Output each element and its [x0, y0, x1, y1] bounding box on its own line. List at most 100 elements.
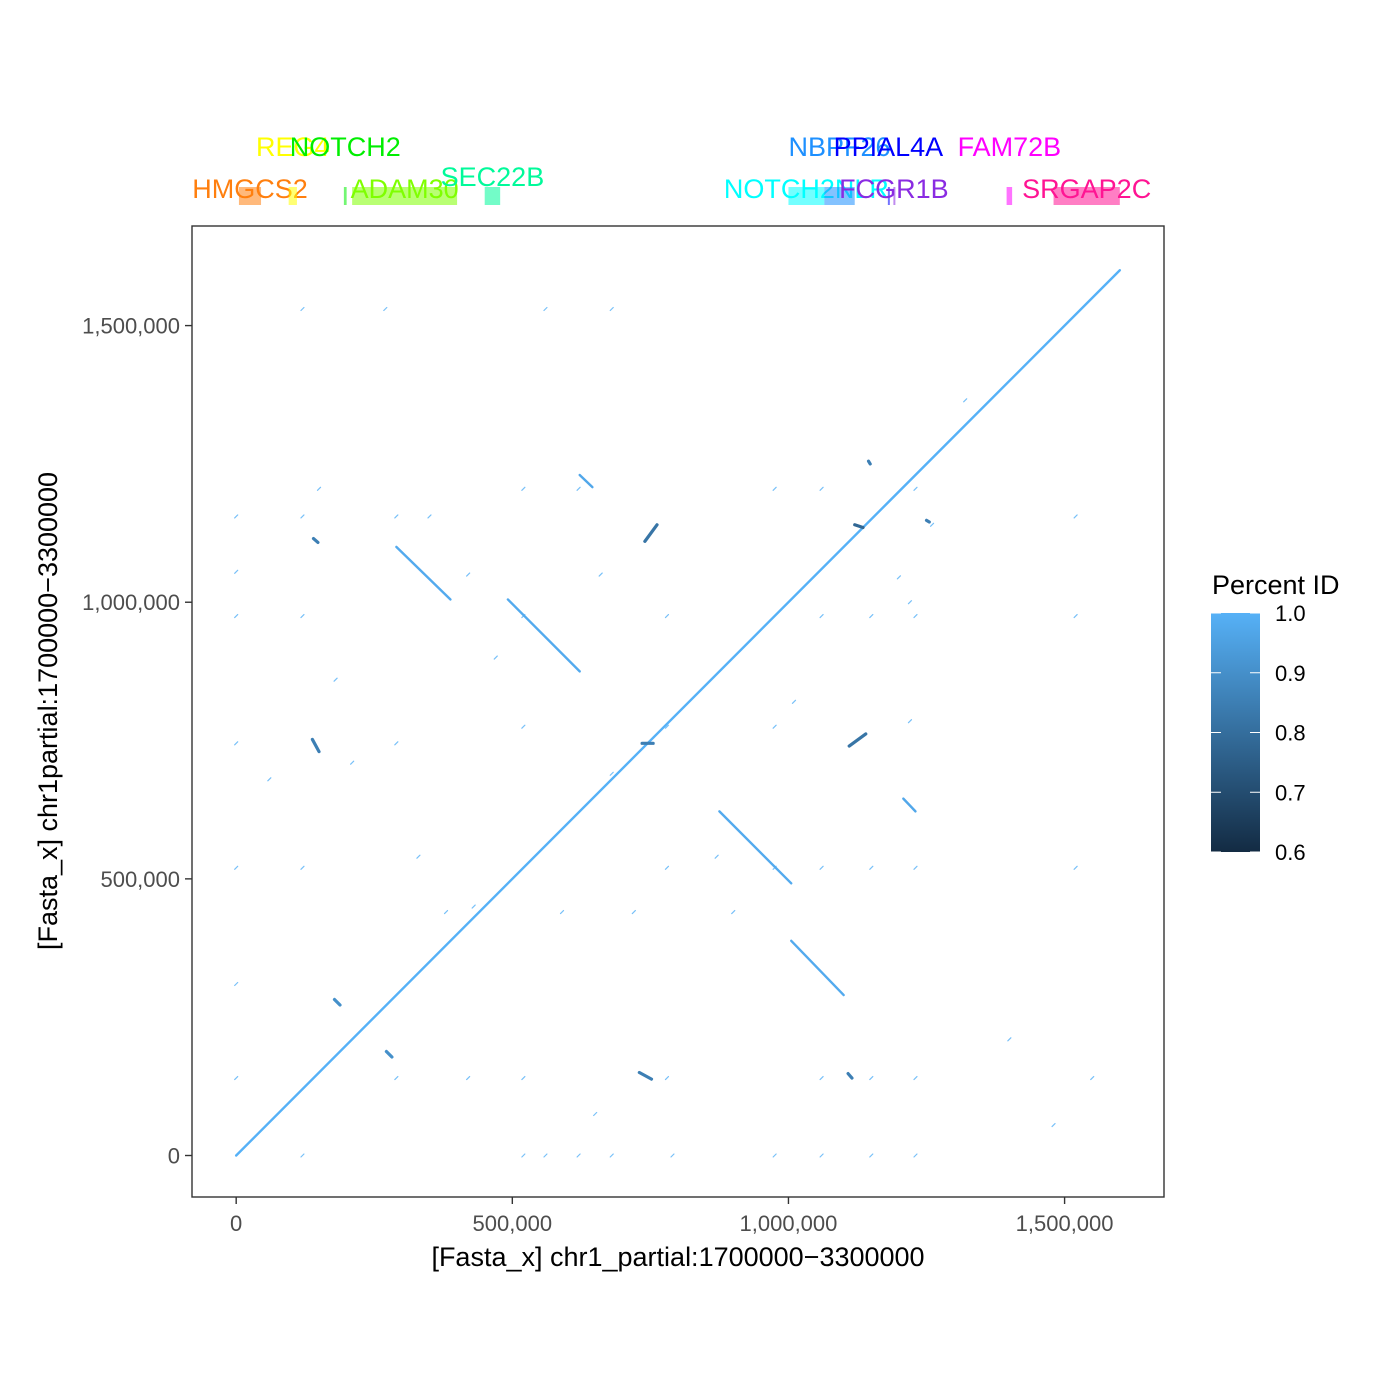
gene-label: FAM72B	[958, 132, 1062, 162]
gene-bar	[484, 187, 501, 205]
alignment-marks	[234, 269, 1122, 1158]
x-axis-title: [Fasta_x] chr1_partial:1700000−3300000	[431, 1242, 924, 1272]
alignment-dot	[907, 719, 913, 724]
alignment-dot	[791, 699, 797, 704]
alignment-dot	[234, 514, 239, 519]
alignment-dot	[1073, 514, 1078, 519]
alignment-dot	[1007, 1037, 1012, 1042]
alignment-dot	[521, 1075, 526, 1081]
alignment-dot	[670, 1153, 675, 1158]
alignment-segment	[790, 939, 845, 997]
alignment-dot	[471, 904, 476, 909]
alignment-dot	[772, 724, 777, 729]
legend-tick-label: 0.7	[1275, 780, 1306, 805]
alignment-dot	[559, 909, 565, 915]
alignment-dot	[929, 522, 935, 527]
alignment-dot	[543, 1153, 548, 1158]
alignment-segment	[846, 1072, 854, 1080]
gene-label: NOTCH2	[290, 132, 401, 162]
y-tick-label: 0	[168, 1144, 180, 1169]
alignment-dot	[869, 613, 874, 619]
alignment-dot	[609, 1153, 614, 1158]
y-tick-label: 500,000	[100, 867, 180, 892]
alignment-dot	[598, 572, 603, 577]
alignment-dot	[427, 514, 432, 519]
alignment-dot	[896, 575, 902, 580]
alignment-dot	[664, 1075, 670, 1081]
alignment-segment	[924, 518, 931, 524]
gene-label: HMGCS2	[192, 174, 308, 204]
alignment-dot	[493, 655, 498, 660]
color-legend: Percent ID 1.0 0.9 0.8 0.7 0.6	[1211, 570, 1340, 865]
gene-bar	[1006, 187, 1013, 205]
alignment-dot	[416, 854, 421, 859]
gene-label: ADAM30	[351, 174, 459, 204]
alignment-dot	[234, 613, 239, 619]
alignment-dot	[300, 1153, 305, 1158]
gene-bar	[352, 187, 458, 205]
gene-bar	[343, 187, 347, 205]
alignment-dot	[234, 741, 239, 746]
alignment-dot	[819, 613, 824, 619]
alignment-segment	[395, 545, 452, 601]
alignment-dot	[333, 677, 338, 682]
gene-bar	[1053, 187, 1120, 205]
alignment-segment	[234, 269, 1122, 1157]
gene-label: NOTCH2NLR	[724, 174, 889, 204]
alignment-segment	[643, 523, 659, 543]
alignment-dot	[300, 306, 305, 312]
x-tick-label: 0	[230, 1211, 242, 1236]
alignment-segment	[578, 473, 594, 489]
alignment-segment	[332, 997, 342, 1007]
alignment-dot	[394, 514, 399, 519]
alignment-dot	[394, 741, 399, 746]
alignment-dot	[300, 514, 305, 519]
legend-tick-label: 0.6	[1275, 840, 1306, 865]
alignment-dot	[609, 771, 614, 776]
alignment-dot	[819, 486, 824, 491]
panel-border	[191, 225, 1165, 1198]
alignment-dot	[631, 909, 636, 915]
alignment-dot	[819, 865, 824, 870]
alignment-dot	[300, 865, 305, 870]
alignment-dot	[772, 486, 777, 491]
legend-tick-label: 0.8	[1275, 721, 1306, 746]
x-axis: 0 500,000 1,000,000 1,500,000	[230, 1197, 1114, 1236]
alignment-dot	[664, 724, 670, 729]
gene-label: NBPF26	[789, 132, 891, 162]
gene-label: REG4	[256, 132, 330, 162]
alignment-dot	[521, 1153, 526, 1158]
gene-bar	[887, 187, 890, 205]
alignment-dot	[234, 1075, 239, 1081]
y-axis: 0 500,000 1,000,000 1,500,000	[82, 314, 192, 1169]
alignment-dot	[394, 1075, 399, 1081]
alignment-segment	[853, 523, 865, 530]
y-axis-title: [Fasta_x] chr1partial:1700000−3300000	[33, 472, 63, 950]
alignment-dot	[963, 398, 968, 403]
alignment-dot	[664, 865, 670, 870]
alignment-dot	[664, 613, 670, 619]
alignment-dot	[819, 1153, 824, 1158]
alignment-segment	[310, 737, 321, 754]
gene-bar	[824, 187, 855, 205]
gene-label: SEC22B	[441, 162, 545, 192]
alignment-dot	[913, 1153, 918, 1158]
alignment-dot	[443, 909, 449, 915]
alignment-segment	[506, 598, 581, 673]
alignment-dot	[1073, 865, 1078, 870]
alignment-dot	[593, 1111, 598, 1117]
alignment-dot	[300, 613, 305, 619]
x-tick-label: 500,000	[473, 1211, 553, 1236]
alignment-dot	[869, 1153, 874, 1158]
plot-panel	[191, 225, 1165, 1198]
alignment-dot	[819, 1075, 824, 1081]
alignment-segment	[902, 797, 917, 813]
alignment-segment	[637, 1070, 654, 1081]
alignment-dot	[543, 306, 548, 312]
alignment-dot	[913, 1075, 918, 1081]
alignment-dot	[1073, 613, 1078, 619]
gene-bar	[238, 187, 262, 205]
alignment-dot	[350, 760, 355, 765]
